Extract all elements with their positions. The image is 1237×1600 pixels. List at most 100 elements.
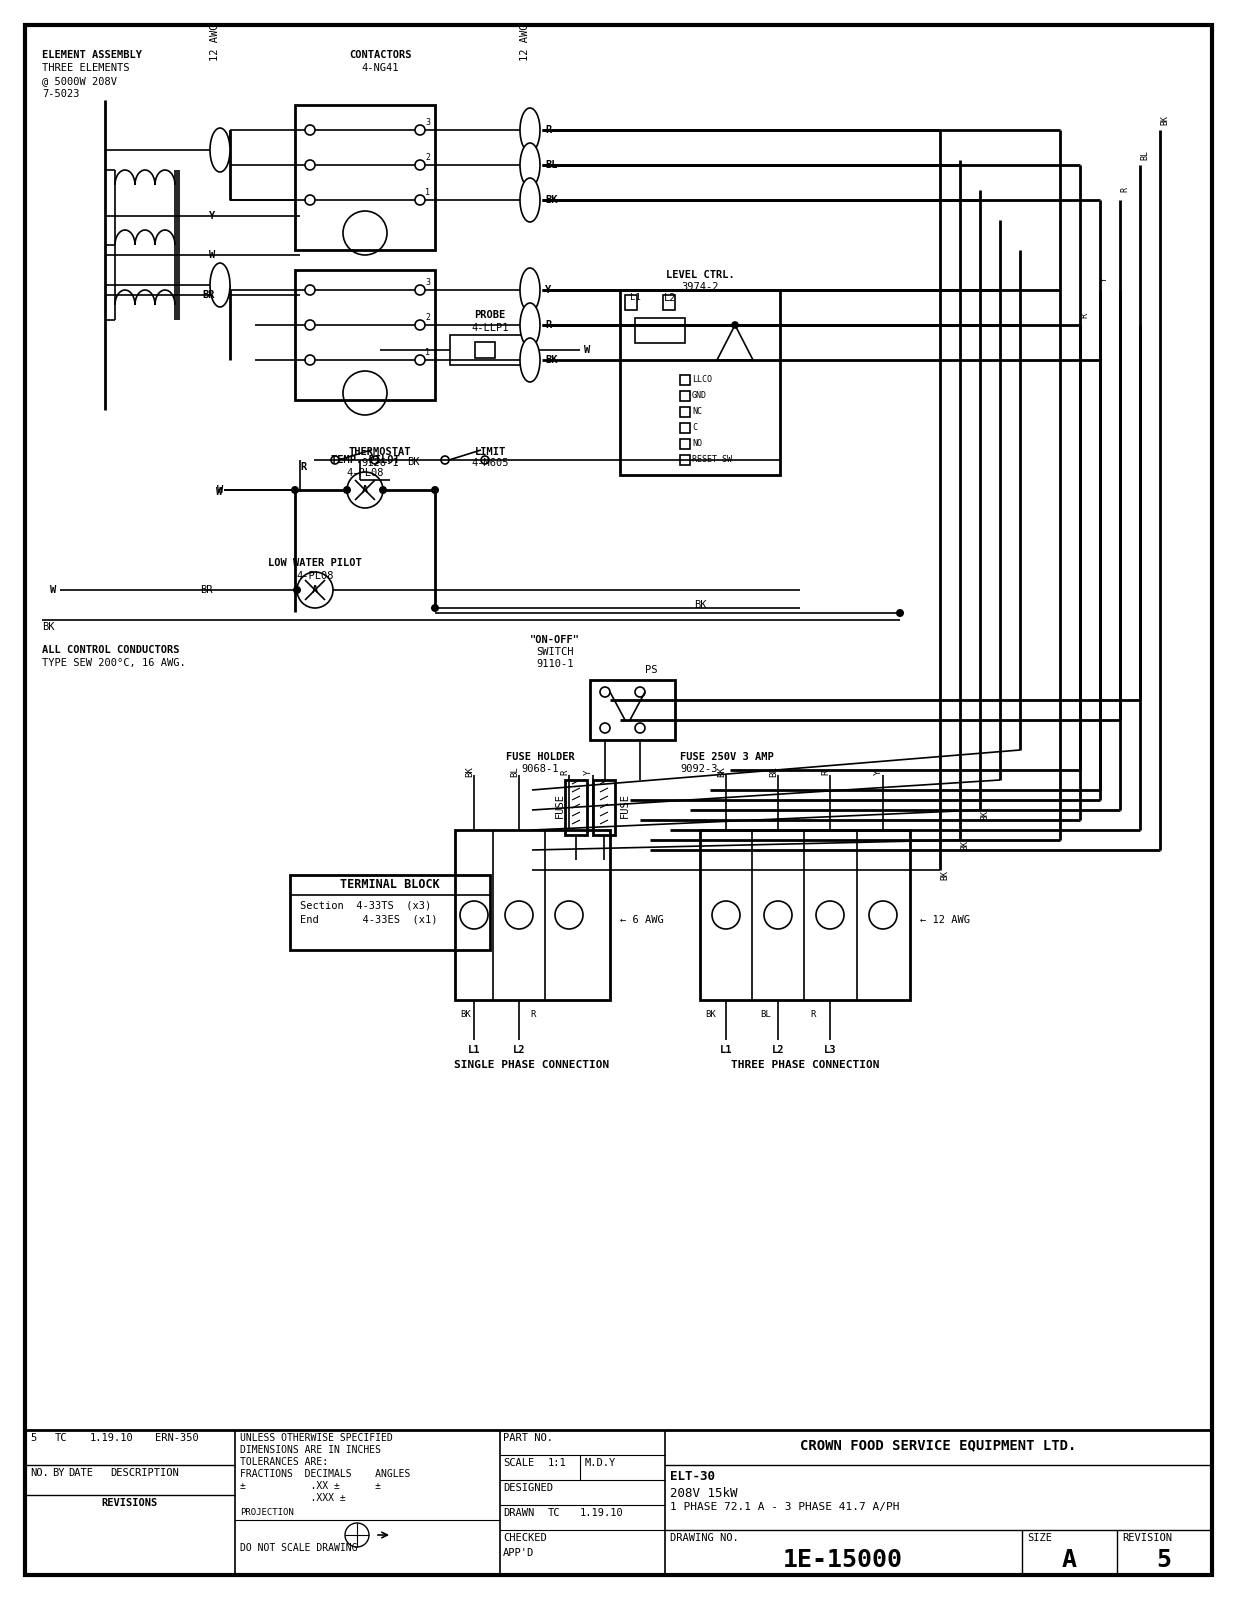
Text: W: W [584,346,590,355]
Text: BK: BK [460,1010,471,1019]
Text: BK: BK [42,622,54,632]
Bar [620,290,781,475]
Text: ALL CONTROL CONDUCTORS: ALL CONTROL CONDUCTORS [42,645,179,654]
Text: 1.19.10: 1.19.10 [580,1507,623,1518]
Text: TYPE SEW 200°C, 16 AWG.: TYPE SEW 200°C, 16 AWG. [42,658,186,669]
Text: 3974-2: 3974-2 [682,282,719,291]
Text: FUSE: FUSE [555,792,565,818]
Text: 1: 1 [426,187,430,197]
Text: APP'D: APP'D [503,1549,534,1558]
Ellipse shape [210,262,230,307]
Text: R: R [810,1010,815,1019]
Text: A: A [312,586,318,595]
Text: R: R [301,462,307,472]
Text: ERN-350: ERN-350 [155,1434,199,1443]
Text: THERMOSTAT: THERMOSTAT [349,446,411,458]
Text: BK: BK [960,840,969,850]
Ellipse shape [520,178,541,222]
Text: L1: L1 [720,1045,732,1054]
Bar [25,1430,1212,1574]
Text: 7-5023: 7-5023 [42,90,79,99]
Text: 1E-15000: 1E-15000 [783,1549,903,1571]
Circle shape [430,603,439,611]
Text: 1.19.10: 1.19.10 [90,1434,134,1443]
Text: ELEMENT ASSEMBLY: ELEMENT ASSEMBLY [42,50,142,59]
Text: THREE ELEMENTS: THREE ELEMENTS [42,62,130,74]
Text: NO.: NO. [30,1469,48,1478]
Text: NC: NC [691,408,703,416]
Bar [635,318,685,342]
Text: 4-LLP1: 4-LLP1 [471,323,508,333]
Text: 5: 5 [30,1434,36,1443]
Bar [289,875,490,950]
Text: SWITCH: SWITCH [537,646,574,658]
Text: .XXX ±: .XXX ± [240,1493,346,1502]
Text: RESET SW: RESET SW [691,456,732,464]
Text: L1: L1 [468,1045,480,1054]
Text: ← 6 AWG: ← 6 AWG [620,915,664,925]
Text: Y: Y [1100,277,1110,283]
Text: R: R [546,125,552,134]
Text: UNLESS OTHERWISE SPECIFIED: UNLESS OTHERWISE SPECIFIED [240,1434,393,1443]
Text: BK: BK [407,458,419,467]
Text: End       4-33ES  (x1): End 4-33ES (x1) [301,915,438,925]
Text: BL: BL [760,1010,771,1019]
Text: 4-NG41: 4-NG41 [361,62,398,74]
Text: BK: BK [694,600,706,610]
Circle shape [379,486,387,494]
Text: LOW WATER PILOT: LOW WATER PILOT [268,558,362,568]
Text: 1 PHASE 72.1 A - 3 PHASE 41.7 A/PH: 1 PHASE 72.1 A - 3 PHASE 41.7 A/PH [670,1502,899,1512]
Text: L2: L2 [664,293,677,302]
Text: TOLERANCES ARE:: TOLERANCES ARE: [240,1458,328,1467]
Bar [680,438,690,450]
Text: L1: L1 [630,293,641,302]
Text: PS: PS [644,666,658,675]
Bar [680,422,690,434]
Text: W: W [216,485,223,494]
Text: CHECKED: CHECKED [503,1533,547,1542]
Text: Section  4-33TS  (x3): Section 4-33TS (x3) [301,899,432,910]
Text: ← 12 AWG: ← 12 AWG [920,915,970,925]
Circle shape [291,486,299,494]
Bar [680,390,690,402]
Circle shape [430,486,439,494]
Text: R: R [1119,187,1129,192]
Text: 2: 2 [426,314,430,322]
Text: L3: L3 [824,1045,836,1054]
Text: SINGLE PHASE CONNECTION: SINGLE PHASE CONNECTION [454,1059,610,1070]
Text: 2: 2 [426,154,430,162]
Text: REVISIONS: REVISIONS [101,1498,158,1507]
Text: PROJECTION: PROJECTION [240,1507,293,1517]
Circle shape [896,610,904,618]
Text: DIMENSIONS ARE IN INCHES: DIMENSIONS ARE IN INCHES [240,1445,381,1454]
Text: L2: L2 [513,1045,526,1054]
Text: BK: BK [705,1010,716,1019]
Text: Y: Y [875,770,883,774]
Bar [455,830,610,1000]
Bar [590,680,675,739]
Text: BL: BL [510,766,520,778]
Text: DRAWN: DRAWN [503,1507,534,1518]
Ellipse shape [520,109,541,152]
Text: LLCO: LLCO [691,376,713,384]
Text: 4-M605: 4-M605 [471,458,508,467]
Text: TC: TC [548,1507,560,1518]
Text: THREE PHASE CONNECTION: THREE PHASE CONNECTION [731,1059,880,1070]
Text: 208V 15kW: 208V 15kW [670,1486,737,1501]
Text: ELT-30: ELT-30 [670,1470,715,1483]
Text: BK: BK [940,870,949,880]
Text: 12 AWG: 12 AWG [210,24,220,61]
Text: 9092-3: 9092-3 [680,765,717,774]
Ellipse shape [520,142,541,187]
Text: L2: L2 [772,1045,784,1054]
Text: @ 5000W 208V: @ 5000W 208V [42,75,118,86]
Bar [294,270,435,400]
Text: LIMIT: LIMIT [474,446,506,458]
Text: BK: BK [717,766,726,778]
Text: C: C [691,424,696,432]
Circle shape [343,486,351,494]
Text: SCALE: SCALE [503,1458,534,1469]
Text: TC: TC [54,1434,68,1443]
Text: BL: BL [769,766,778,778]
Text: BK: BK [1160,115,1169,125]
